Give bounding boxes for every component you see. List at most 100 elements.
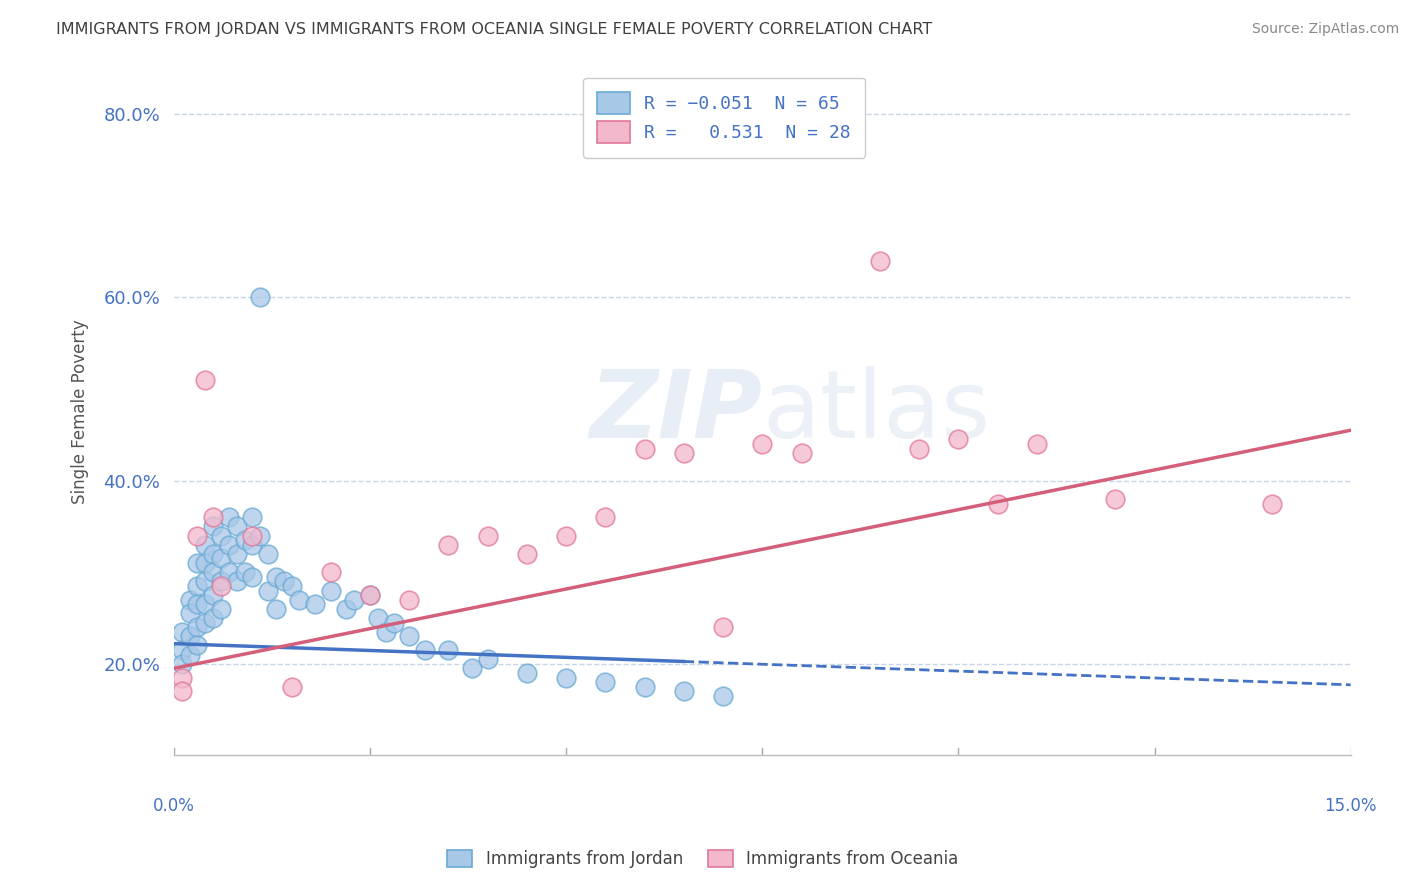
Point — [179, 629, 201, 643]
Point — [437, 538, 460, 552]
Point — [304, 597, 326, 611]
Text: 0.0%: 0.0% — [153, 797, 195, 814]
Point — [382, 615, 405, 630]
Point — [461, 661, 484, 675]
Point — [790, 446, 813, 460]
Point — [398, 629, 420, 643]
Point — [202, 588, 225, 602]
Text: Source: ZipAtlas.com: Source: ZipAtlas.com — [1251, 22, 1399, 37]
Point — [672, 684, 695, 698]
Point — [209, 574, 232, 589]
Point — [335, 602, 357, 616]
Point — [186, 528, 208, 542]
Point — [359, 588, 381, 602]
Point — [633, 442, 655, 456]
Point — [202, 510, 225, 524]
Point — [555, 671, 578, 685]
Point — [186, 579, 208, 593]
Point — [987, 496, 1010, 510]
Point — [179, 607, 201, 621]
Point — [367, 611, 389, 625]
Point — [672, 446, 695, 460]
Point — [194, 574, 217, 589]
Point — [194, 597, 217, 611]
Text: 15.0%: 15.0% — [1324, 797, 1376, 814]
Point — [633, 680, 655, 694]
Point — [437, 643, 460, 657]
Point — [225, 574, 247, 589]
Point — [319, 565, 342, 579]
Point — [240, 528, 263, 542]
Point — [209, 602, 232, 616]
Point — [209, 528, 232, 542]
Point — [209, 579, 232, 593]
Point — [186, 639, 208, 653]
Point — [280, 579, 302, 593]
Point — [516, 547, 538, 561]
Point — [170, 684, 193, 698]
Point — [1261, 496, 1284, 510]
Point — [209, 551, 232, 566]
Point — [273, 574, 295, 589]
Text: ZIP: ZIP — [589, 366, 762, 458]
Point — [249, 528, 271, 542]
Point — [194, 556, 217, 570]
Point — [359, 588, 381, 602]
Point — [555, 528, 578, 542]
Point — [1104, 491, 1126, 506]
Point — [194, 373, 217, 387]
Point — [516, 665, 538, 680]
Point — [711, 689, 734, 703]
Point — [218, 510, 240, 524]
Point — [257, 583, 280, 598]
Point — [264, 602, 287, 616]
Point — [170, 657, 193, 671]
Point — [186, 597, 208, 611]
Point — [595, 510, 617, 524]
Point — [398, 592, 420, 607]
Point — [179, 648, 201, 662]
Point — [218, 565, 240, 579]
Point — [202, 519, 225, 533]
Point — [257, 547, 280, 561]
Point — [751, 437, 773, 451]
Text: IMMIGRANTS FROM JORDAN VS IMMIGRANTS FROM OCEANIA SINGLE FEMALE POVERTY CORRELAT: IMMIGRANTS FROM JORDAN VS IMMIGRANTS FRO… — [56, 22, 932, 37]
Point — [240, 570, 263, 584]
Point — [202, 611, 225, 625]
Point — [186, 620, 208, 634]
Legend: R = −0.051  N = 65, R =   0.531  N = 28: R = −0.051 N = 65, R = 0.531 N = 28 — [583, 78, 866, 158]
Point — [194, 615, 217, 630]
Point — [240, 538, 263, 552]
Point — [170, 624, 193, 639]
Point — [343, 592, 366, 607]
Y-axis label: Single Female Poverty: Single Female Poverty — [72, 319, 89, 504]
Point — [170, 643, 193, 657]
Point — [319, 583, 342, 598]
Point — [225, 519, 247, 533]
Point — [225, 547, 247, 561]
Point — [233, 533, 256, 548]
Point — [264, 570, 287, 584]
Text: atlas: atlas — [762, 366, 991, 458]
Point — [1025, 437, 1047, 451]
Point — [413, 643, 436, 657]
Point — [374, 624, 396, 639]
Point — [711, 620, 734, 634]
Point — [908, 442, 931, 456]
Point — [595, 675, 617, 690]
Point — [240, 510, 263, 524]
Point — [249, 290, 271, 304]
Point — [477, 652, 499, 666]
Point — [194, 538, 217, 552]
Legend: Immigrants from Jordan, Immigrants from Oceania: Immigrants from Jordan, Immigrants from … — [440, 843, 966, 875]
Point — [288, 592, 311, 607]
Point — [186, 556, 208, 570]
Point — [218, 538, 240, 552]
Point — [202, 547, 225, 561]
Point — [280, 680, 302, 694]
Point — [179, 592, 201, 607]
Point — [202, 565, 225, 579]
Point — [233, 565, 256, 579]
Point — [477, 528, 499, 542]
Point — [948, 433, 970, 447]
